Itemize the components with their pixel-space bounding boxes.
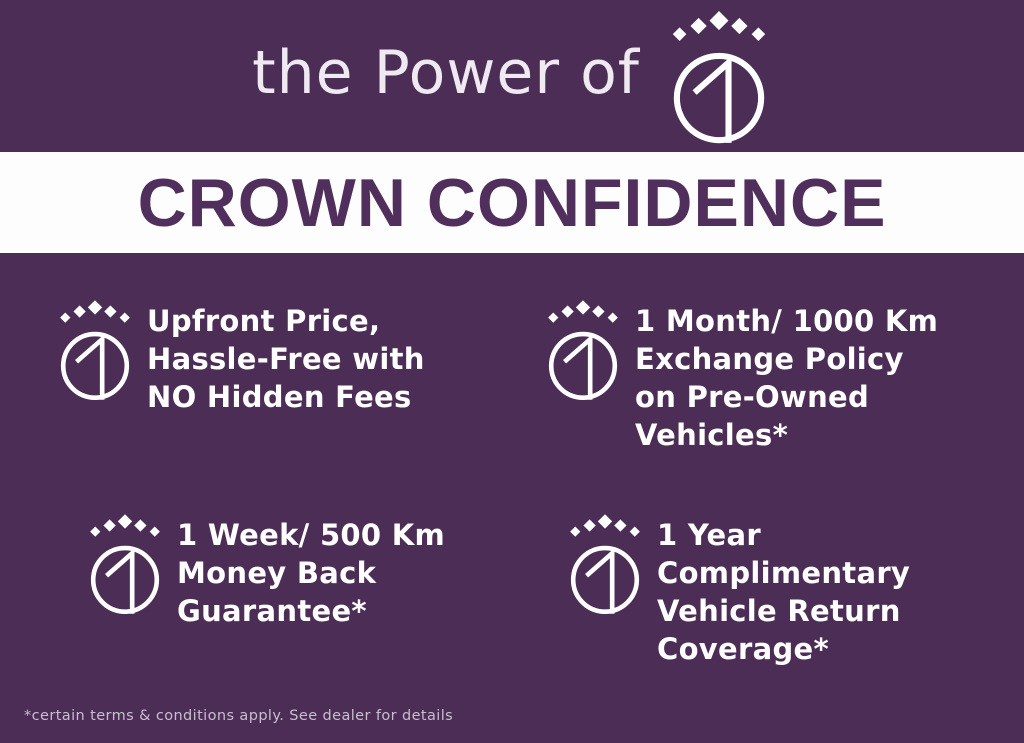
crown-number-one-icon — [666, 5, 772, 147]
feature-line: Vehicles* — [635, 418, 789, 452]
header-title: the Power of — [252, 38, 640, 108]
feature-line: on Pre-Owned — [635, 380, 870, 414]
feature-line: Money Back — [177, 556, 377, 590]
feature-line: Coverage* — [657, 632, 829, 666]
feature-line: 1 Week/ 500 Km — [177, 518, 446, 552]
feature-exchange-policy: 1 Month/ 1000 Km Exchange Policy on Pre-… — [543, 300, 938, 454]
feature-text: 1 Week/ 500 Km Money Back Guarantee* — [177, 516, 445, 630]
feature-line: Guarantee* — [177, 594, 367, 628]
feature-return-coverage: 1 Year Complimentary Vehicle Return Cove… — [565, 514, 910, 668]
feature-line: Hassle-Free with — [147, 342, 425, 376]
crown-number-one-icon — [565, 514, 645, 617]
crown-number-one-icon — [55, 300, 135, 403]
feature-money-back: 1 Week/ 500 Km Money Back Guarantee* — [85, 514, 445, 630]
feature-line: 1 Year — [657, 518, 761, 552]
feature-text: 1 Month/ 1000 Km Exchange Policy on Pre-… — [635, 302, 938, 454]
feature-text: 1 Year Complimentary Vehicle Return Cove… — [657, 516, 910, 668]
title-band: CROWN CONFIDENCE — [0, 152, 1024, 253]
feature-line: 1 Month/ 1000 Km — [635, 304, 939, 338]
crown-number-one-icon — [543, 300, 623, 403]
band-title: CROWN CONFIDENCE — [137, 164, 887, 241]
feature-line: NO Hidden Fees — [147, 380, 412, 414]
crown-number-one-icon — [85, 514, 165, 617]
disclaimer-text: *certain terms & conditions apply. See d… — [24, 708, 454, 724]
feature-text: Upfront Price, Hassle-Free with NO Hidde… — [147, 302, 425, 416]
header: the Power of — [0, 0, 1024, 152]
feature-line: Upfront Price, — [147, 304, 381, 338]
feature-line: Vehicle Return — [657, 594, 901, 628]
feature-line: Exchange Policy — [635, 342, 904, 376]
feature-upfront-price: Upfront Price, Hassle-Free with NO Hidde… — [55, 300, 425, 416]
feature-line: Complimentary — [657, 556, 911, 590]
